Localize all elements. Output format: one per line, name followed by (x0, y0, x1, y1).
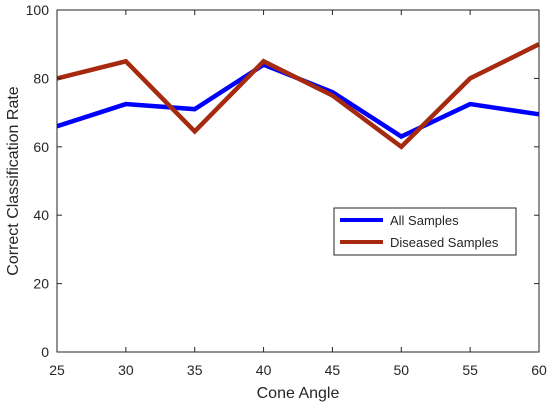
y-tick-label: 0 (41, 344, 49, 360)
y-tick-label: 20 (33, 276, 49, 292)
y-tick-label: 100 (26, 2, 50, 18)
x-tick-label: 35 (187, 362, 203, 378)
y-axis-label: Correct Classification Rate (5, 86, 22, 276)
legend-label-diseased-samples: Diseased Samples (390, 235, 499, 250)
x-axis-label: Cone Angle (257, 385, 340, 402)
x-tick-label: 25 (49, 362, 65, 378)
legend-label-all-samples: All Samples (390, 213, 459, 228)
x-tick-label: 50 (393, 362, 409, 378)
x-tick-label: 40 (256, 362, 272, 378)
legend: All Samples Diseased Samples (334, 208, 516, 255)
x-tick-label: 45 (325, 362, 341, 378)
x-tick-label: 55 (462, 362, 478, 378)
y-tick-label: 40 (33, 207, 49, 223)
x-tick-label: 30 (118, 362, 134, 378)
y-tick-label: 80 (33, 70, 49, 86)
y-tick-label: 60 (33, 139, 49, 155)
plot-area (57, 10, 539, 352)
x-tick-label: 60 (531, 362, 547, 378)
